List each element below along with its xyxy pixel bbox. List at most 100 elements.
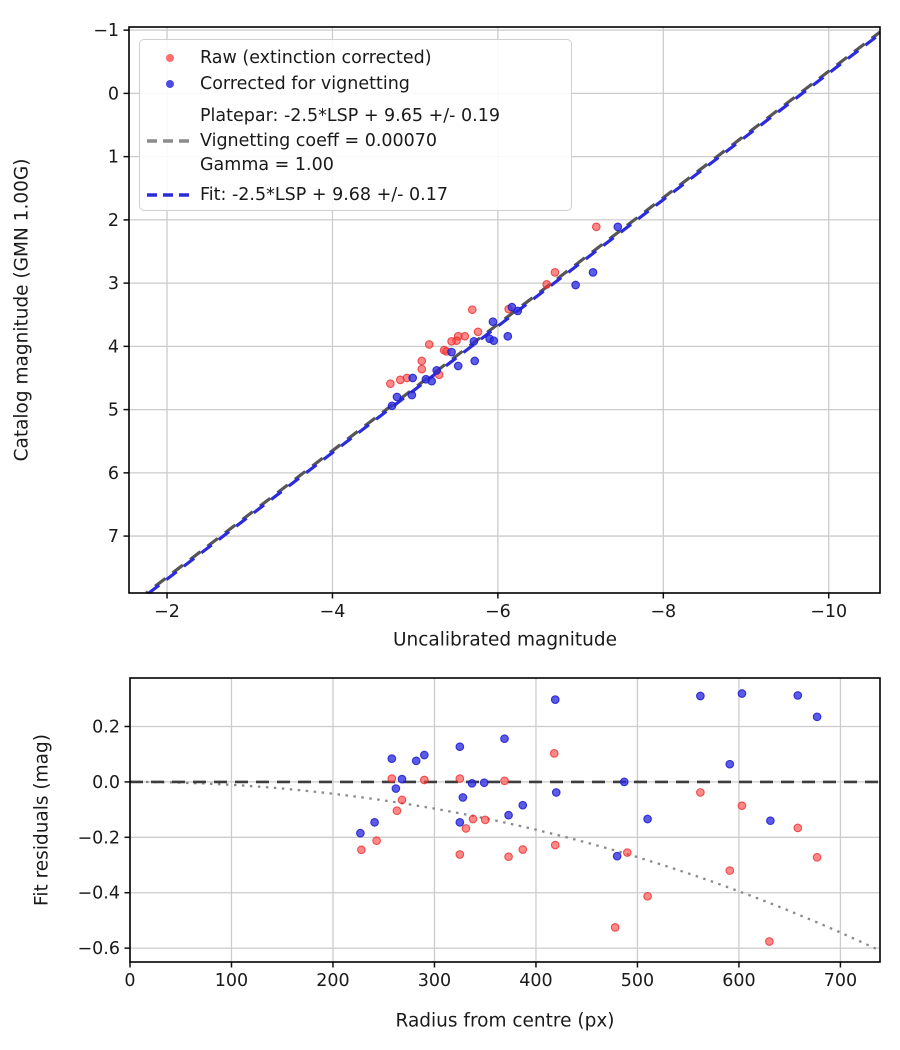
top-ytick-label: 4 [108, 337, 119, 357]
top-ytick-label: 3 [108, 274, 119, 294]
top-point-raw [550, 268, 560, 277]
bottom-point-corrected [411, 756, 421, 766]
top-ytick-label: 1 [108, 148, 119, 168]
legend-corrected-dot-icon [166, 80, 174, 88]
bottom-point-corrected [391, 784, 401, 793]
bottom-point-raw [504, 852, 513, 862]
top-point-corrected [447, 347, 456, 357]
bottom-point-raw [643, 891, 652, 901]
top-point-corrected [588, 268, 598, 277]
bottom-point-raw [518, 845, 528, 854]
bottom-xtick-label: 100 [215, 971, 248, 991]
top-point-corrected [432, 366, 442, 375]
legend-corrected-label: Corrected for vignetting [200, 74, 410, 94]
top-point-corrected [427, 376, 437, 386]
bottom-point-raw [419, 775, 429, 785]
bottom-point-corrected [419, 750, 429, 760]
bottom-xtick-label: 300 [418, 971, 451, 991]
bottom-point-raw [696, 788, 705, 797]
top-spines [128, 26, 881, 594]
legend-raw-dot-icon [166, 54, 174, 62]
bottom-point-raw [812, 852, 822, 862]
bottom-point-corrected [479, 778, 489, 788]
top-point-corrected [392, 392, 402, 402]
top-point-corrected [613, 222, 623, 232]
legend-platepar-line3: Gamma = 1.00 [200, 155, 334, 175]
legend-platepar-line1: Platepar: -2.5*LSP + 9.65 +/- 0.19 [200, 106, 500, 126]
vignetting-curve [130, 780, 880, 952]
top-point-corrected [408, 373, 418, 383]
top-point-corrected [407, 390, 417, 400]
bottom-point-raw [455, 774, 465, 783]
legend-entry-raw: Raw (extinction corrected) [140, 45, 571, 71]
top-xtick-label: −6 [485, 602, 511, 622]
legend-entry-corrected: Corrected for vignetting [140, 71, 571, 97]
bottom-point-raw [455, 850, 465, 859]
bottom-ytick-label: −0.2 [78, 828, 121, 848]
top-point-corrected [387, 401, 397, 411]
bottom-point-raw [392, 806, 402, 816]
bottom-point-raw [468, 814, 478, 824]
legend-raw-label: Raw (extinction corrected) [200, 48, 432, 68]
top-point-raw [447, 336, 456, 346]
top-point-raw [417, 364, 427, 374]
top-ytick-label: 7 [108, 527, 119, 547]
bottom-point-corrected [551, 788, 561, 797]
bottom-xtick-label: 400 [519, 971, 552, 991]
legend-box: Raw (extinction corrected) Corrected for… [139, 39, 572, 211]
top-point-corrected [453, 361, 463, 371]
bottom-point-raw [550, 840, 560, 850]
top-xtick-label: −4 [320, 602, 346, 622]
bottom-point-raw [793, 823, 803, 833]
top-xtick-label: −2 [154, 602, 180, 622]
top-ytick-label: 6 [108, 464, 119, 484]
legend-entry-fit: Fit: -2.5*LSP + 9.68 +/- 0.17 [140, 181, 571, 209]
bottom-point-raw [737, 801, 747, 811]
bottom-point-corrected [455, 742, 465, 752]
bottom-point-raw [765, 937, 774, 946]
top-plot-xlabel: Uncalibrated magnitude [392, 629, 618, 651]
bottom-point-corrected [356, 828, 365, 838]
bottom-ytick-label: 0.2 [92, 717, 120, 737]
bottom-point-corrected [766, 816, 775, 826]
top-point-corrected [503, 331, 513, 341]
top-point-corrected [469, 336, 479, 346]
top-point-raw [395, 375, 405, 385]
bottom-point-corrected [397, 774, 407, 784]
bottom-point-raw [725, 866, 735, 875]
bottom-point-raw [372, 836, 381, 845]
bottom-xtick-label: 200 [316, 971, 349, 991]
top-xtick-label: −10 [810, 602, 847, 622]
bottom-point-raw [461, 824, 471, 833]
bottom-point-corrected [643, 814, 652, 824]
bottom-point-corrected [500, 734, 509, 744]
bottom-point-raw [549, 749, 559, 758]
bottom-point-raw [500, 776, 509, 786]
top-point-raw [424, 340, 434, 349]
legend-gray-dash-icon [147, 139, 193, 143]
top-plot-ylabel: Catalog magnitude (GMN 1.00G) [11, 158, 33, 462]
top-point-raw [417, 356, 427, 366]
top-point-raw [386, 379, 395, 389]
bottom-ytick-label: −0.6 [78, 939, 121, 959]
bottom-plot-xlabel: Radius from centre (px) [395, 1010, 615, 1032]
bottom-xtick-label: 500 [621, 971, 654, 991]
bottom-point-raw [397, 795, 407, 805]
bottom-point-raw [357, 845, 366, 855]
top-ytick-label: 5 [108, 401, 119, 421]
top-xtick-label: −8 [650, 602, 676, 622]
top-point-corrected [489, 336, 499, 346]
bottom-point-corrected [696, 691, 705, 701]
top-point-raw [467, 305, 477, 315]
bottom-point-corrected [550, 695, 560, 704]
legend-entry-platepar: Platepar: -2.5*LSP + 9.65 +/- 0.19 Vigne… [140, 104, 571, 178]
bottom-xtick-label: 600 [722, 971, 755, 991]
top-point-corrected [571, 280, 580, 290]
bottom-point-raw [480, 815, 490, 825]
bottom-point-raw [622, 848, 632, 857]
bottom-point-raw [610, 923, 620, 932]
bottom-point-corrected [467, 778, 477, 788]
